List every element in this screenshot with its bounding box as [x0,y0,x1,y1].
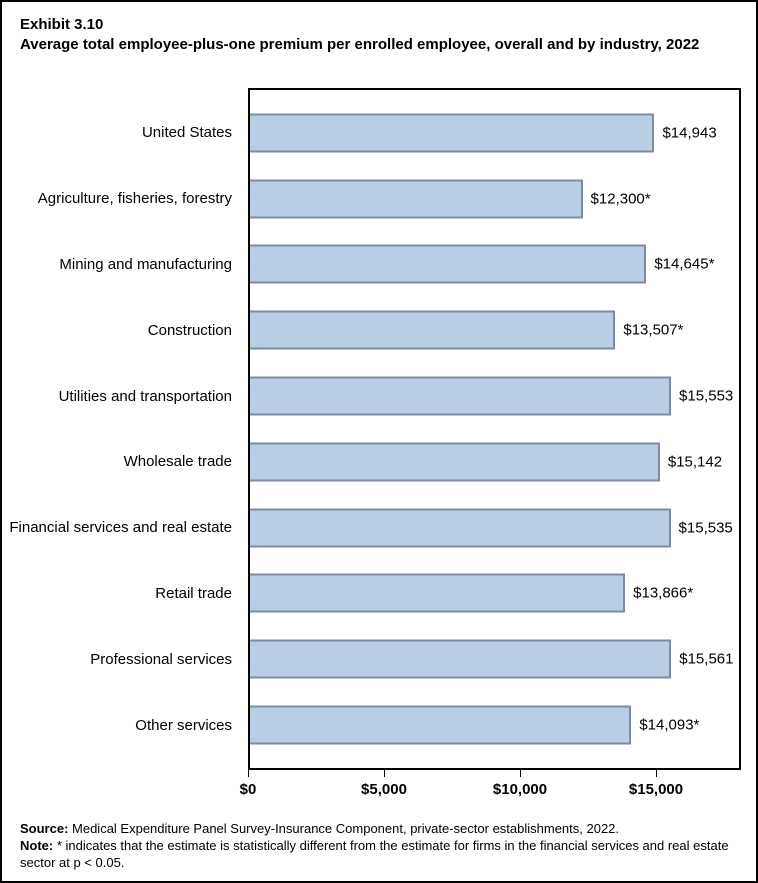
value-label: $13,866* [633,584,694,602]
bar [248,508,671,548]
x-tick-label: $15,000 [628,781,684,798]
category-label: Financial services and real estate [9,519,232,537]
bar-track: $14,093* [248,692,741,758]
note-line: Note: * indicates that the estimate is s… [20,837,732,871]
value-label: $15,535 [678,519,733,537]
category-label: Wholesale trade [123,453,232,471]
x-tick [248,770,249,777]
bar-row: Agriculture, fisheries, forestry $12,300* [2,166,758,232]
bar-track: $14,645* [248,232,741,298]
bar [248,113,655,153]
x-tick-label: $5,000 [361,781,407,798]
value-label: $15,553 [679,387,734,405]
bar [248,310,616,350]
bar-row: Other services $14,093* [2,692,758,758]
bar [248,376,672,416]
bar [248,442,660,482]
value-label: $12,300* [590,190,651,208]
bar-track: $15,553 [248,363,741,429]
category-label: Professional services [90,650,232,668]
bar-track: $15,535 [248,495,741,561]
value-label: $14,943 [662,124,717,142]
category-label: Agriculture, fisheries, forestry [37,190,232,208]
note-label: Note: [20,838,54,853]
bar-row: United States $14,943 [2,100,758,166]
x-tick [656,770,657,777]
category-label: Mining and manufacturing [59,255,232,273]
category-label: United States [141,124,232,142]
bar-track: $15,142 [248,429,741,495]
bar [248,573,626,613]
value-label: $14,093* [639,716,700,734]
bar [248,705,632,745]
chart-title-block: Exhibit 3.10 Average total employee-plus… [20,15,726,55]
bar-track: $12,300* [248,166,741,232]
value-label: $15,142 [667,453,723,471]
bar-track: $13,866* [248,561,741,627]
chart-title: Average total employee-plus-one premium … [20,36,700,53]
bar [248,179,583,219]
x-tick-label: $10,000 [492,781,548,798]
bar-row: Professional services $15,561 [2,626,758,692]
x-tick-label: $0 [239,781,257,798]
source-label: Source: [20,821,69,836]
bar-row: Retail trade $13,866* [2,561,758,627]
source-line: Source: Medical Expenditure Panel Survey… [20,820,732,837]
footer-notes: Source: Medical Expenditure Panel Survey… [20,820,732,871]
bar-row: Utilities and transportation $15,553 [2,363,758,429]
x-axis: $0 $5,000 $10,000 $15,000 [240,770,741,810]
exhibit-number: Exhibit 3.10 [20,16,104,33]
bar-chart: United States $14,943 Agriculture, fisheri… [2,100,758,758]
category-label: Retail trade [155,584,232,602]
source-text: Medical Expenditure Panel Survey-Insuran… [68,821,620,836]
bar-track: $15,561 [248,626,741,692]
x-tick [384,770,385,777]
bar [248,639,672,679]
bar-row: Mining and manufacturing $14,645* [2,232,758,298]
value-label: $15,561 [679,650,734,668]
category-label: Utilities and transportation [58,387,232,405]
bar-row: Construction $13,507* [2,297,758,363]
value-label: $13,507* [623,321,684,339]
bar-track: $14,943 [248,100,741,166]
bar [248,244,647,284]
bar-track: $13,507* [248,297,741,363]
bar-row: Wholesale trade $15,142 [2,429,758,495]
x-tick [520,770,521,777]
category-label: Construction [147,321,232,339]
category-label: Other services [135,716,232,734]
note-text: * indicates that the estimate is statist… [20,838,729,870]
bar-row: Financial services and real estate $15,53… [2,495,758,561]
value-label: $14,645* [654,255,715,273]
